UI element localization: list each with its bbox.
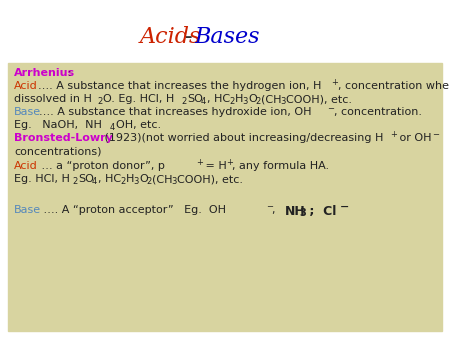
Text: 2: 2 (72, 177, 77, 186)
Text: 2: 2 (255, 97, 260, 106)
Text: 2: 2 (120, 177, 125, 186)
Text: O: O (139, 174, 148, 184)
Text: COOH), etc.: COOH), etc. (286, 94, 352, 104)
Text: dissolved in H: dissolved in H (14, 94, 92, 104)
Text: −: − (266, 202, 273, 211)
Text: Acid: Acid (14, 81, 38, 91)
Text: Acid: Acid (14, 161, 38, 171)
Text: SO: SO (78, 174, 94, 184)
Text: COOH), etc.: COOH), etc. (177, 174, 243, 184)
Text: (CH: (CH (261, 94, 282, 104)
Text: O. Eg. HCl, H: O. Eg. HCl, H (103, 94, 174, 104)
Text: … a “proton donor”, p: … a “proton donor”, p (38, 161, 165, 171)
Text: 3: 3 (242, 97, 248, 106)
Text: 2: 2 (97, 97, 102, 106)
Text: or OH: or OH (396, 133, 432, 143)
Text: +: + (331, 78, 338, 87)
Text: concentrations): concentrations) (14, 146, 102, 156)
Text: , HC: , HC (207, 94, 230, 104)
Text: 2: 2 (181, 97, 186, 106)
Text: ,: , (272, 205, 283, 215)
Text: 3: 3 (299, 208, 306, 218)
Text: NH: NH (285, 205, 306, 218)
Text: 3: 3 (133, 177, 139, 186)
Text: …. A substance that increases hydroxide ion, OH: …. A substance that increases hydroxide … (39, 107, 311, 117)
Text: 4: 4 (201, 97, 206, 106)
Text: Bases: Bases (194, 26, 260, 48)
Text: −: − (432, 130, 439, 139)
Bar (8, 63, 442, 331)
Text: OH, etc.: OH, etc. (116, 120, 161, 130)
Text: Eg. HCl, H: Eg. HCl, H (14, 174, 70, 184)
Text: −: − (327, 104, 334, 113)
Text: Eg.   NaOH,  NH: Eg. NaOH, NH (14, 120, 102, 130)
Text: +: + (226, 158, 233, 167)
Text: (1923)(not worried about increasing/decreasing H: (1923)(not worried about increasing/decr… (101, 133, 383, 143)
Text: 2: 2 (146, 177, 151, 186)
Text: H: H (235, 94, 243, 104)
Text: +: + (390, 130, 397, 139)
Text: SO: SO (187, 94, 203, 104)
Text: 2: 2 (229, 97, 234, 106)
Text: 4: 4 (110, 123, 115, 132)
Text: 3: 3 (171, 177, 176, 186)
Text: −: − (340, 202, 349, 212)
Text: , any formula HA.: , any formula HA. (232, 161, 329, 171)
Text: (CH: (CH (152, 174, 172, 184)
Text: :: : (68, 68, 72, 78)
Text: Bronsted-Lowry: Bronsted-Lowry (14, 133, 113, 143)
Text: ;  Cl: ; Cl (305, 205, 337, 218)
Text: -: - (185, 26, 193, 48)
Text: …. A substance that increases the hydrogen ion, H: …. A substance that increases the hydrog… (38, 81, 321, 91)
Text: , HC: , HC (98, 174, 121, 184)
Text: +: + (196, 158, 203, 167)
Text: …. A “proton acceptor”   Eg.  OH: …. A “proton acceptor” Eg. OH (40, 205, 226, 215)
Text: O: O (248, 94, 257, 104)
Text: = H: = H (202, 161, 227, 171)
Text: , concentration when: , concentration when (338, 81, 450, 91)
Text: H: H (126, 174, 135, 184)
Text: Arrhenius: Arrhenius (14, 68, 75, 78)
Text: Base: Base (14, 107, 41, 117)
Text: 4: 4 (92, 177, 97, 186)
Text: Base: Base (14, 205, 41, 215)
Text: Acids: Acids (140, 26, 202, 48)
Text: , concentration.: , concentration. (334, 107, 422, 117)
Text: 3: 3 (280, 97, 285, 106)
